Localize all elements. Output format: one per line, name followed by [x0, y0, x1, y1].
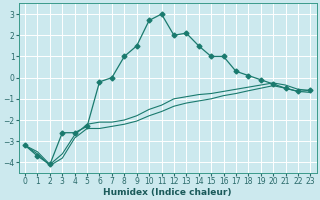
X-axis label: Humidex (Indice chaleur): Humidex (Indice chaleur): [103, 188, 232, 197]
